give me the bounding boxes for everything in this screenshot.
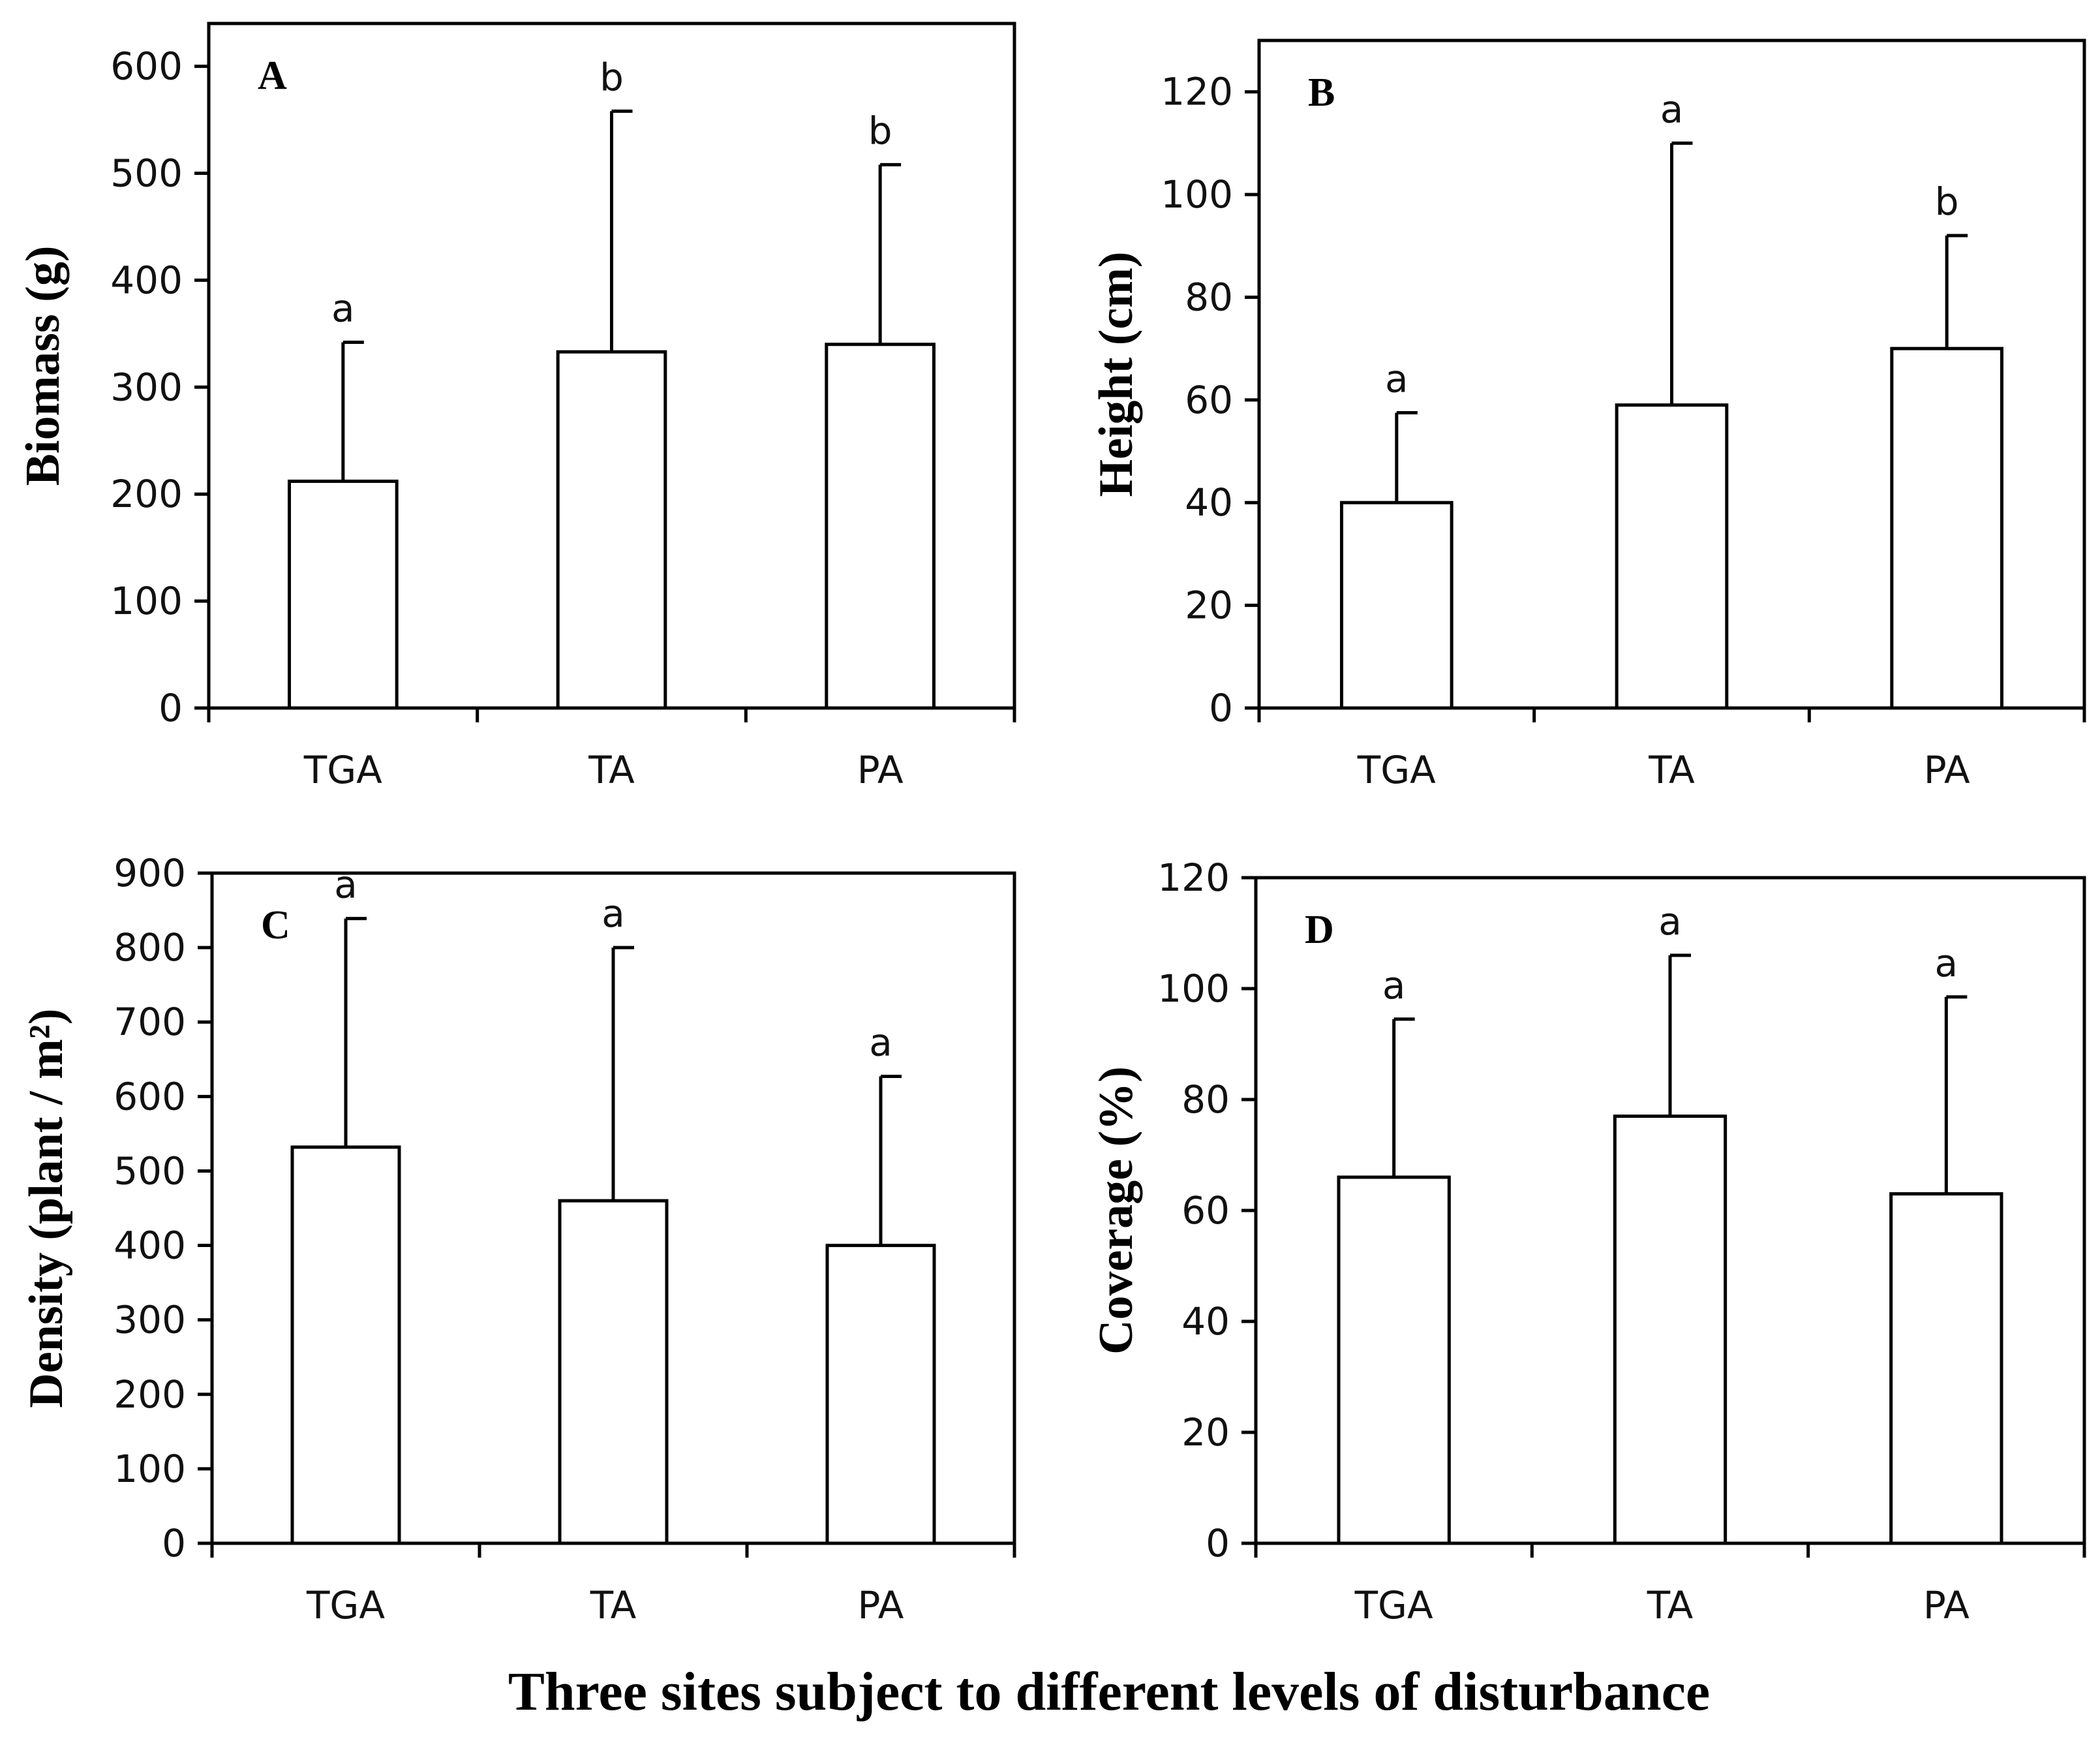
x-category-label: PA	[1924, 748, 1970, 792]
x-category-label: TGA	[306, 1583, 385, 1627]
bar-tga	[1340, 501, 1453, 710]
y-tick-label: 20	[1181, 1410, 1230, 1455]
significance-letter: b	[1935, 179, 1959, 224]
y-tick-label: 60	[1181, 1188, 1230, 1233]
y-tick-label: 0	[1206, 1521, 1230, 1565]
x-category-label: TGA	[1357, 748, 1436, 792]
bar-ta	[556, 350, 667, 710]
y-axis-label: Biomass (g)	[16, 246, 70, 486]
y-tick-label: 40	[1181, 1299, 1230, 1344]
x-category-label: TA	[588, 748, 635, 792]
x-category-label: PA	[857, 748, 904, 792]
significance-letter: a	[1385, 357, 1408, 401]
panel-d-coverage-chart: 0 20 40 60 80 100 120 Coverage (%) Da TGA a TA a PA	[1089, 855, 2086, 1627]
bar-ta	[1615, 403, 1729, 710]
y-tick-label: 20	[1185, 583, 1233, 628]
y-tick-label: 300	[114, 1298, 186, 1342]
y-tick-label: 600	[110, 44, 183, 89]
significance-letter: a	[1935, 941, 1958, 985]
significance-letter: a	[334, 863, 358, 907]
y-tick-label: 500	[110, 151, 183, 195]
bar-pa	[825, 343, 936, 710]
x-category-label: PA	[858, 1583, 904, 1627]
y-tick-label: 120	[1161, 70, 1233, 114]
y-tick-label: 200	[110, 472, 183, 516]
y-tick-label: 120	[1157, 855, 1230, 900]
y-tick-label: 0	[162, 1521, 186, 1565]
x-category-label: PA	[1923, 1583, 1970, 1627]
y-tick-label: 0	[1209, 686, 1233, 730]
bar-tga	[1337, 1175, 1451, 1545]
y-tick-label: 40	[1185, 480, 1233, 525]
panel-c-density-chart: 0 100 200 300 400 500 600 700 800 900 Density (pla…	[20, 851, 1016, 1627]
y-tick-label: 100	[114, 1447, 186, 1491]
bar-pa	[825, 1244, 936, 1545]
figure-x-axis-title: Three sites subject to different levels …	[508, 1661, 1710, 1722]
y-tick-label: 0	[159, 686, 183, 730]
significance-letter: b	[868, 108, 892, 153]
y-tick-label: 400	[110, 258, 183, 302]
y-tick-label: 200	[114, 1372, 186, 1417]
y-tick-label: 100	[1161, 172, 1233, 217]
y-tick-label: 100	[110, 579, 183, 623]
panel-b-height-chart: 0 20 40 60 80 100 120 Height (cm) Ba TGA a TA b PA	[1089, 39, 2086, 792]
y-tick-label: 700	[114, 1000, 186, 1044]
significance-letter: b	[600, 55, 624, 99]
significance-letter: a	[331, 286, 355, 330]
y-tick-label: 500	[114, 1148, 186, 1193]
bar-ta	[1613, 1115, 1727, 1545]
panel-letter: D	[1305, 908, 1334, 952]
y-tick-label: 900	[114, 851, 186, 895]
y-tick-label: 60	[1185, 378, 1233, 422]
y-tick-label: 300	[110, 365, 183, 409]
x-category-label: TGA	[1354, 1583, 1433, 1627]
y-axis-label: Coverage (%)	[1089, 1066, 1143, 1355]
y-tick-label: 600	[114, 1074, 186, 1118]
panel-letter: C	[261, 903, 290, 948]
x-category-label: TA	[1648, 748, 1695, 792]
bar-tga	[288, 480, 399, 710]
bar-ta	[558, 1199, 669, 1545]
bar-pa	[1890, 347, 2003, 710]
panel-a-biomass-chart: 0 100 200 300 400 500 600 Biomass (g) Aa TGA b TA b P…	[16, 22, 1016, 792]
significance-letter: a	[1660, 87, 1684, 131]
y-axis-label: Height (cm)	[1089, 251, 1143, 497]
significance-letter: a	[869, 1021, 892, 1065]
y-tick-label: 80	[1181, 1077, 1230, 1122]
panel-letter: A	[258, 54, 287, 98]
significance-letter: a	[1382, 963, 1406, 1008]
y-tick-label: 100	[1157, 966, 1230, 1011]
y-tick-label: 80	[1185, 275, 1233, 319]
x-category-label: TA	[1647, 1583, 1694, 1627]
y-tick-label: 400	[114, 1224, 186, 1268]
x-category-label: TGA	[303, 748, 382, 792]
x-category-label: TA	[590, 1583, 637, 1627]
significance-letter: a	[601, 891, 625, 936]
y-tick-label: 800	[114, 925, 186, 970]
significance-letter: a	[1658, 899, 1682, 944]
bar-tga	[290, 1145, 401, 1545]
y-axis-label: Density (plant / m²)	[20, 1008, 73, 1408]
bar-pa	[1889, 1192, 2003, 1545]
panel-letter: B	[1308, 70, 1335, 115]
